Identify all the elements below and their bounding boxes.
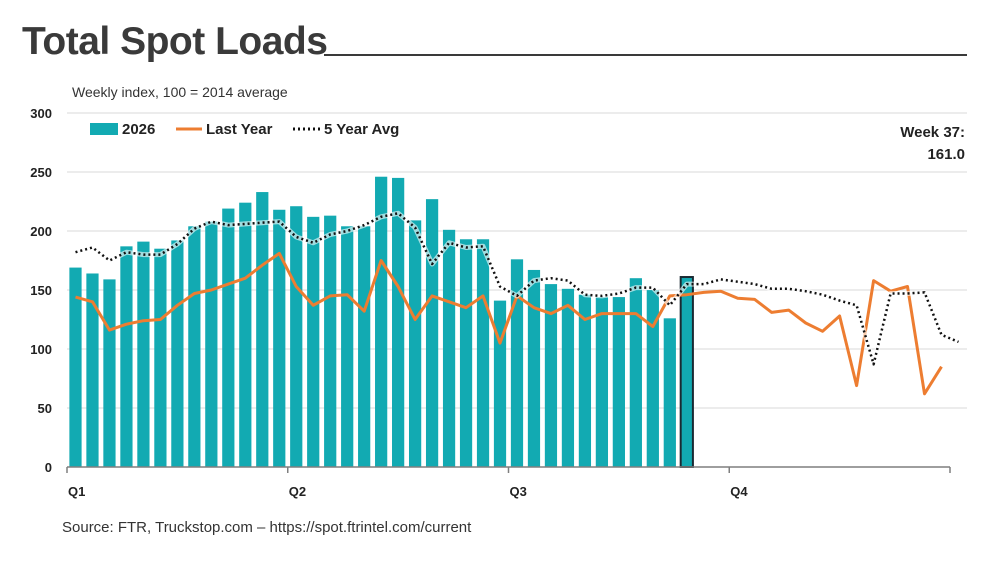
chart-title: Total Spot Loads: [22, 20, 328, 63]
x-tick-label: Q2: [289, 484, 306, 499]
title-divider: [324, 54, 967, 56]
y-tick-label: 250: [30, 165, 52, 180]
bar: [629, 278, 642, 467]
bar: [663, 318, 676, 467]
bar: [222, 208, 235, 467]
legend: 2026 Last Year 5 Year Avg: [90, 121, 399, 138]
bar: [425, 199, 439, 467]
bar: [561, 288, 575, 467]
bar: [341, 226, 354, 467]
x-tick-label: Q1: [68, 484, 85, 499]
bar: [358, 226, 371, 467]
bar-current-week: [679, 276, 694, 468]
bar: [103, 279, 116, 467]
bar: [459, 239, 473, 467]
line-last-year: [75, 251, 943, 396]
y-tick-label: 200: [30, 224, 52, 239]
legend-label-5-year: 5 Year Avg: [324, 121, 399, 138]
bar: [290, 206, 303, 467]
bar: [510, 259, 524, 467]
callout-week-value: 161.0: [927, 146, 965, 163]
x-tick-label: Q4: [730, 484, 748, 499]
bar: [408, 220, 422, 467]
bar: [171, 240, 184, 467]
bar: [120, 246, 133, 467]
bar: [595, 297, 609, 467]
week-callout: Week 37: 161.0: [900, 122, 965, 166]
bar: [493, 300, 507, 467]
bar: [612, 297, 625, 467]
bar: [375, 176, 388, 467]
y-tick-label: 0: [45, 460, 52, 475]
bar: [86, 273, 99, 467]
bar: [578, 294, 592, 467]
bar: [69, 267, 82, 467]
legend-swatch-2026: [90, 123, 118, 135]
bar: [476, 239, 490, 467]
bar: [646, 290, 659, 467]
bar: [392, 177, 405, 467]
line-series: [74, 210, 960, 396]
bar: [205, 221, 218, 467]
bar-series-2026: [69, 176, 694, 468]
bar: [527, 269, 541, 467]
y-axis: 0 50 100 150 200 250 300: [30, 106, 52, 475]
bar: [442, 229, 456, 467]
chart-subtitle: Weekly index, 100 = 2014 average: [72, 84, 288, 100]
line-5-year-avg: [75, 212, 959, 366]
bar: [544, 284, 558, 467]
y-tick-label: 50: [38, 401, 52, 416]
x-tick-label: Q3: [510, 484, 527, 499]
bar: [256, 192, 269, 467]
bar: [188, 226, 201, 467]
callout-week-label: Week 37:: [900, 124, 965, 141]
x-axis: Q1 Q2 Q3 Q4: [66, 466, 951, 499]
y-tick-label: 150: [30, 283, 52, 298]
bar: [324, 215, 337, 467]
bar: [137, 241, 150, 467]
legend-label-2026: 2026: [122, 121, 155, 138]
bar: [307, 216, 320, 467]
bar: [239, 202, 252, 467]
y-tick-label: 300: [30, 106, 52, 121]
legend-label-last-year: Last Year: [206, 121, 273, 138]
source-note: Source: FTR, Truckstop.com – https://spo…: [62, 519, 472, 536]
bar: [273, 209, 286, 467]
y-tick-label: 100: [30, 342, 52, 357]
bar: [154, 248, 167, 467]
